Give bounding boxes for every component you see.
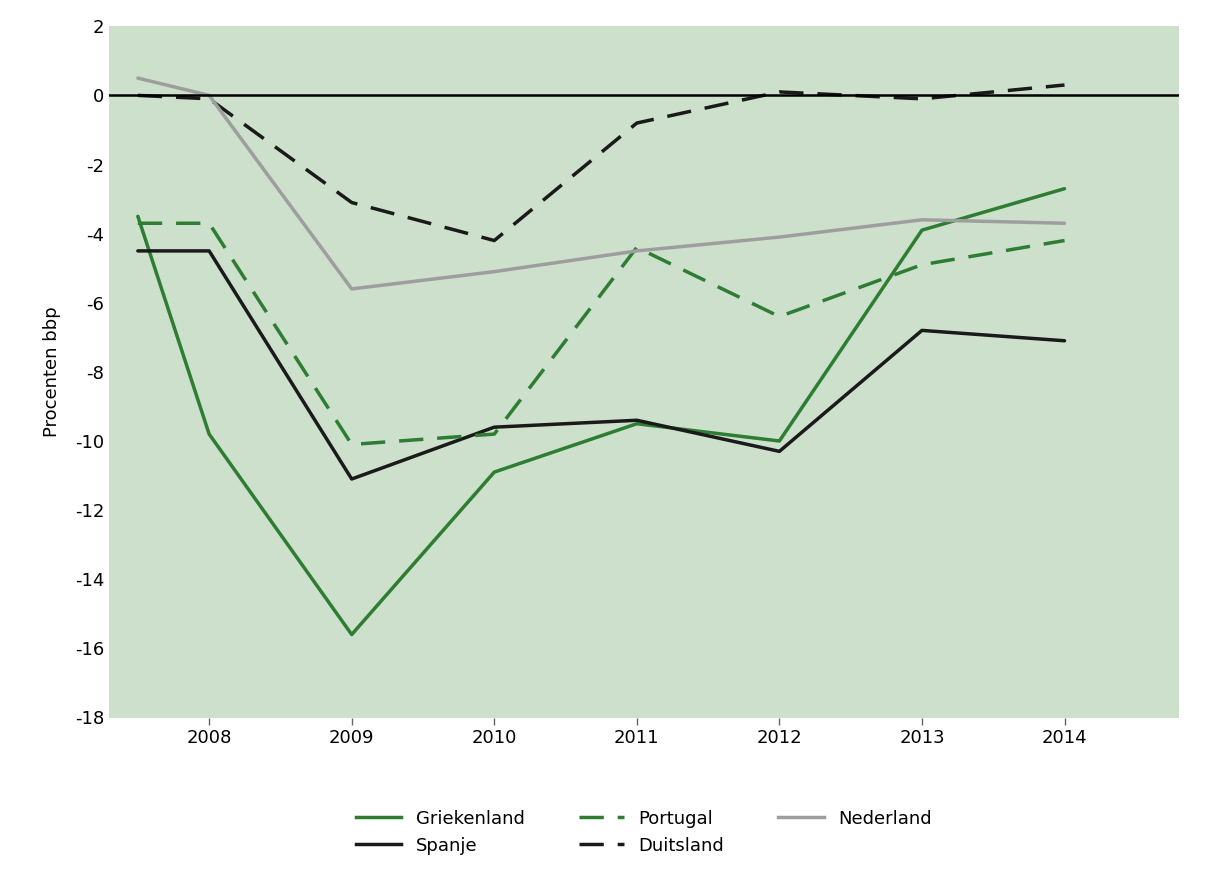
Legend: Griekenland, Spanje, Portugal, Duitsland, Nederland: Griekenland, Spanje, Portugal, Duitsland… bbox=[349, 802, 939, 862]
Y-axis label: Procenten bbp: Procenten bbp bbox=[44, 306, 61, 438]
